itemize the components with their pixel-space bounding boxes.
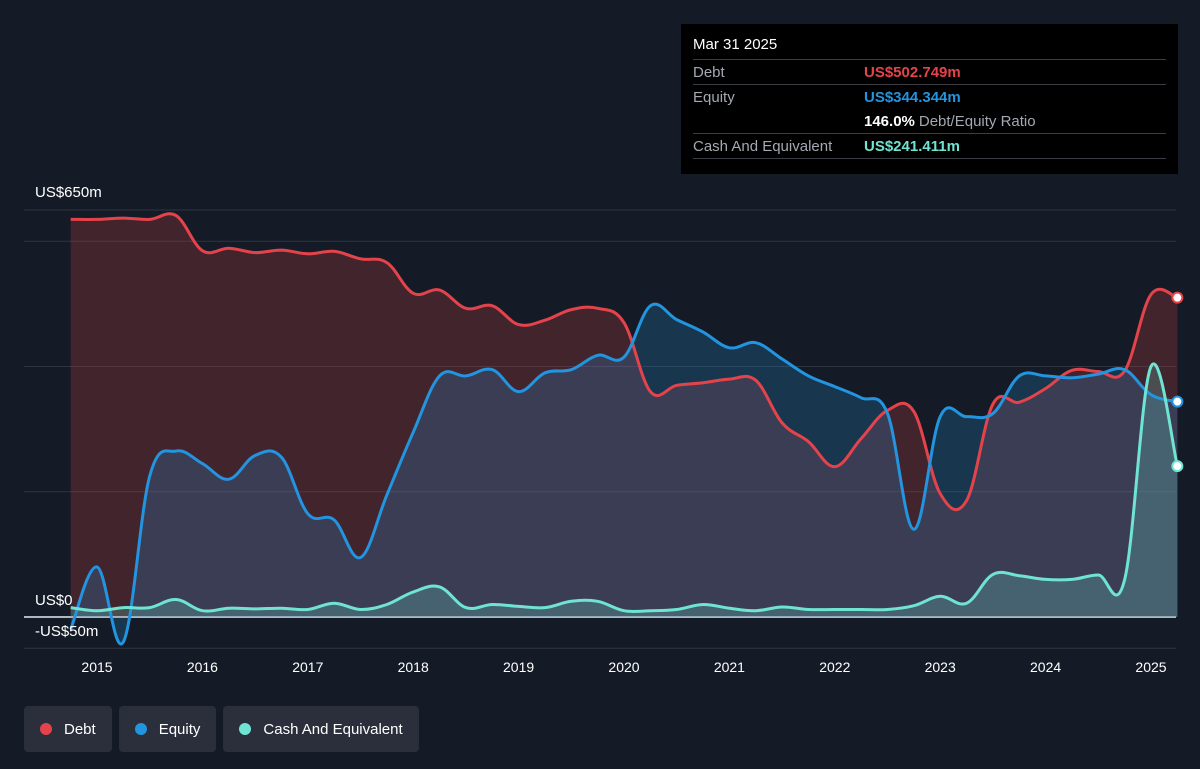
x-tick-2020: 2020 xyxy=(608,659,639,675)
x-tick-2016: 2016 xyxy=(187,659,218,675)
tooltip-date: Mar 31 2025 xyxy=(693,36,778,53)
legend-dot-debt xyxy=(40,723,52,735)
y-axis-labels: US$650m US$0 -US$50m xyxy=(35,184,102,640)
tooltip-equity-label: Equity xyxy=(693,88,735,106)
x-tick-2015: 2015 xyxy=(81,659,112,675)
chart-areas xyxy=(70,213,1178,645)
equity-end-marker xyxy=(1171,395,1184,408)
x-tick-2021: 2021 xyxy=(714,659,745,675)
x-tick-2019: 2019 xyxy=(503,659,534,675)
equity-line xyxy=(69,302,1178,646)
cash-end-marker xyxy=(1171,460,1184,473)
tooltip-ratio-value: 146.0% xyxy=(864,112,915,130)
legend-dot-equity xyxy=(134,723,147,735)
legend-item-debt[interactable]: Debt xyxy=(24,706,112,752)
tooltip-panel: Mar 31 2025 Debt US$502.749m Equity US$3… xyxy=(681,24,1178,174)
x-axis-labels: 2015 2016 2017 2018 2019 2020 2021 2022 2023 2024… xyxy=(81,659,1166,675)
tooltip-cash-value: US$241.411m xyxy=(864,137,960,155)
tooltip-debt-value: US$502.749m xyxy=(864,63,961,81)
x-tick-2024: 2024 xyxy=(1030,659,1061,675)
debt-area xyxy=(70,213,1178,617)
legend-label-equity: Equity xyxy=(158,720,201,738)
tooltip-equity-value: US$344.344m xyxy=(864,88,961,106)
legend-item-cash[interactable]: Cash And Equivalent xyxy=(223,706,419,752)
y-axis-label-1: US$0 xyxy=(35,592,73,609)
chart-end-markers xyxy=(1171,291,1184,473)
x-tick-2025: 2025 xyxy=(1135,659,1166,675)
tooltip-cash-label: Cash And Equivalent xyxy=(693,137,833,155)
chart-legend: Debt Equity Cash And Equivalent xyxy=(24,706,419,752)
cash-area xyxy=(70,363,1178,617)
legend-label-cash: Cash And Equivalent xyxy=(263,720,403,738)
x-tick-2023: 2023 xyxy=(925,659,956,675)
x-tick-2017: 2017 xyxy=(292,659,323,675)
debt-end-marker xyxy=(1171,291,1184,304)
chart-gridlines xyxy=(24,209,1176,649)
y-axis-label-2: -US$50m xyxy=(35,623,98,640)
tooltip-ratio-label: Debt/Equity Ratio xyxy=(918,112,1036,130)
equity-area xyxy=(70,304,1178,645)
legend-item-equity[interactable]: Equity xyxy=(118,706,217,752)
tooltip-debt-label: Debt xyxy=(693,63,725,81)
y-axis-label-0: US$650m xyxy=(35,184,102,201)
legend-label-debt: Debt xyxy=(64,720,96,738)
x-tick-2022: 2022 xyxy=(819,659,850,675)
legend-dot-cash xyxy=(239,723,252,735)
chart-lines xyxy=(69,212,1179,646)
x-tick-2018: 2018 xyxy=(398,659,429,675)
cash-line xyxy=(70,362,1179,614)
